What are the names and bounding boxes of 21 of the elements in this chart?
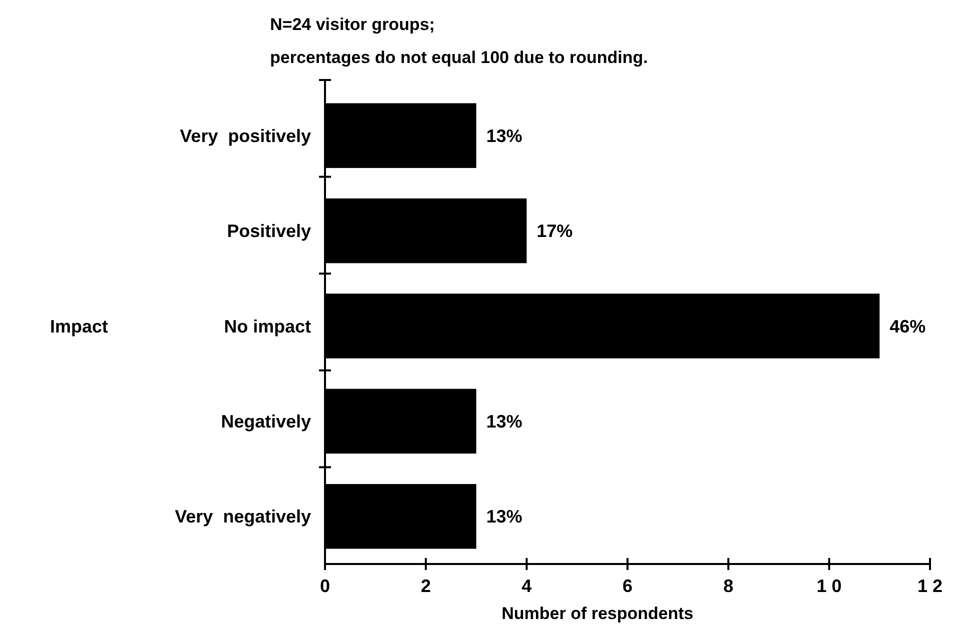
x-tick-label: 4 — [522, 576, 532, 596]
annotation: 17% — [536, 221, 573, 242]
y-tick-label: No impact — [224, 316, 311, 336]
x-tick-label: 2 — [420, 576, 431, 596]
chart-title: N=24 visitor groups; — [270, 15, 435, 34]
y-axis-title: Impact — [50, 316, 108, 336]
annotation: 13% — [486, 412, 522, 432]
x-tick-label: 8 — [723, 576, 734, 596]
annotation: 13% — [486, 506, 522, 527]
x-axis-title: Number of respondents — [502, 604, 694, 623]
y-tick-label: Negatively — [220, 412, 311, 432]
x-tick-label: 6 — [622, 576, 633, 596]
annotation: 13% — [486, 126, 522, 146]
annotation: 46% — [890, 316, 926, 336]
y-tick-label: Very positively — [180, 126, 311, 146]
x-tick-label: 1 0 — [816, 576, 842, 596]
y-tick-label: Positively — [226, 221, 311, 242]
x-tick-label: 1 2 — [917, 576, 943, 596]
x-tick-label: 0 — [320, 576, 330, 596]
y-tick-label: Very negatively — [174, 506, 311, 527]
chart-subtitle: percentages do not equal 100 due to rounding. — [270, 48, 648, 67]
